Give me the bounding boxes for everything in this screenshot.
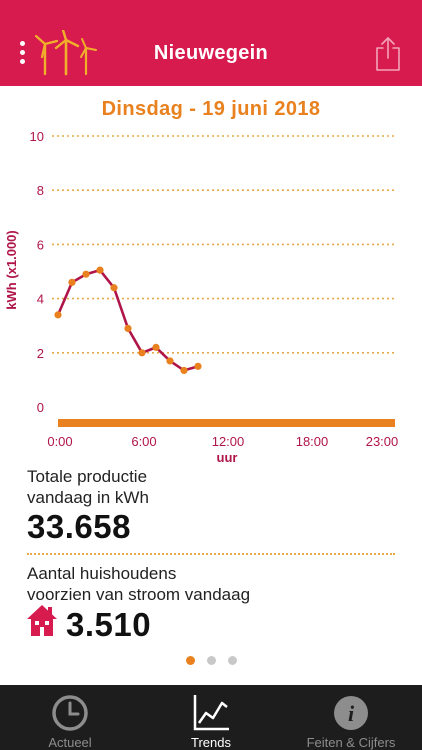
x-axis-label: uur: [217, 450, 238, 465]
house-icon: [27, 605, 57, 636]
y-tick-label: 10: [30, 129, 44, 144]
data-point: [152, 343, 160, 351]
tab-actueel[interactable]: Actueel: [14, 685, 126, 750]
tab-label: Feiten & Cijfers: [306, 735, 396, 750]
tab-feiten-cijfers[interactable]: i Feiten & Cijfers: [288, 685, 414, 750]
tab-label: Trends: [191, 735, 231, 750]
production-line-chart: 0 2 4 6 8 10 0:00 6:00 12:00 18:00 23:00 uur kWh (x1…: [4, 129, 399, 465]
y-tick-label: 2: [37, 346, 44, 361]
info-icon: i: [334, 696, 368, 730]
data-point: [194, 362, 202, 370]
series-line: [56, 268, 199, 372]
x-axis-bar: [58, 419, 395, 427]
x-tick-label: 0:00: [47, 434, 72, 449]
data-point: [166, 357, 174, 365]
data-point: [68, 278, 76, 286]
data-point: [82, 270, 90, 278]
page-title: Nieuwegein: [153, 42, 269, 64]
tab-bar: Actueel Trends i Feiten & Cijfers: [0, 685, 422, 750]
more-vertical-icon[interactable]: [20, 41, 28, 71]
page-dot[interactable]: [185, 656, 195, 665]
svg-text:i: i: [348, 701, 355, 726]
production-label: Totale productie vandaag in kWh: [27, 467, 149, 507]
data-point: [124, 324, 132, 333]
y-tick-label: 6: [37, 237, 44, 252]
clock-icon: [52, 695, 88, 731]
x-tick-label: 23:00: [366, 434, 399, 449]
data-point: [110, 284, 118, 292]
app-header: Nieuwegein: [0, 0, 422, 86]
y-axis-label: kWh (x1.000): [4, 230, 19, 309]
x-tick-label: 18:00: [296, 434, 329, 449]
data-point: [54, 311, 62, 319]
wind-turbines-icon: [34, 30, 97, 76]
divider: [27, 553, 395, 555]
page-dot[interactable]: [227, 656, 237, 665]
production-value: 33.658: [27, 508, 131, 545]
y-tick-label: 0: [37, 400, 44, 415]
data-point: [96, 266, 104, 274]
page-indicator[interactable]: [0, 656, 422, 665]
x-tick-label: 12:00: [212, 434, 245, 449]
households-value: 3.510: [66, 606, 152, 643]
x-tick-label: 6:00: [131, 434, 156, 449]
chart-title: Dinsdag - 19 juni 2018: [101, 98, 321, 120]
page-dot[interactable]: [206, 656, 216, 665]
share-icon[interactable]: [374, 36, 402, 72]
y-tick-label: 8: [37, 183, 44, 198]
households-label: Aantal huishoudens voorzien van stroom v…: [27, 564, 251, 604]
data-point: [138, 349, 146, 357]
tab-label: Actueel: [48, 735, 92, 750]
line-chart-icon: [193, 695, 229, 731]
tab-trends[interactable]: Trends: [155, 685, 267, 750]
data-point: [180, 366, 188, 375]
y-tick-label: 4: [37, 292, 44, 307]
